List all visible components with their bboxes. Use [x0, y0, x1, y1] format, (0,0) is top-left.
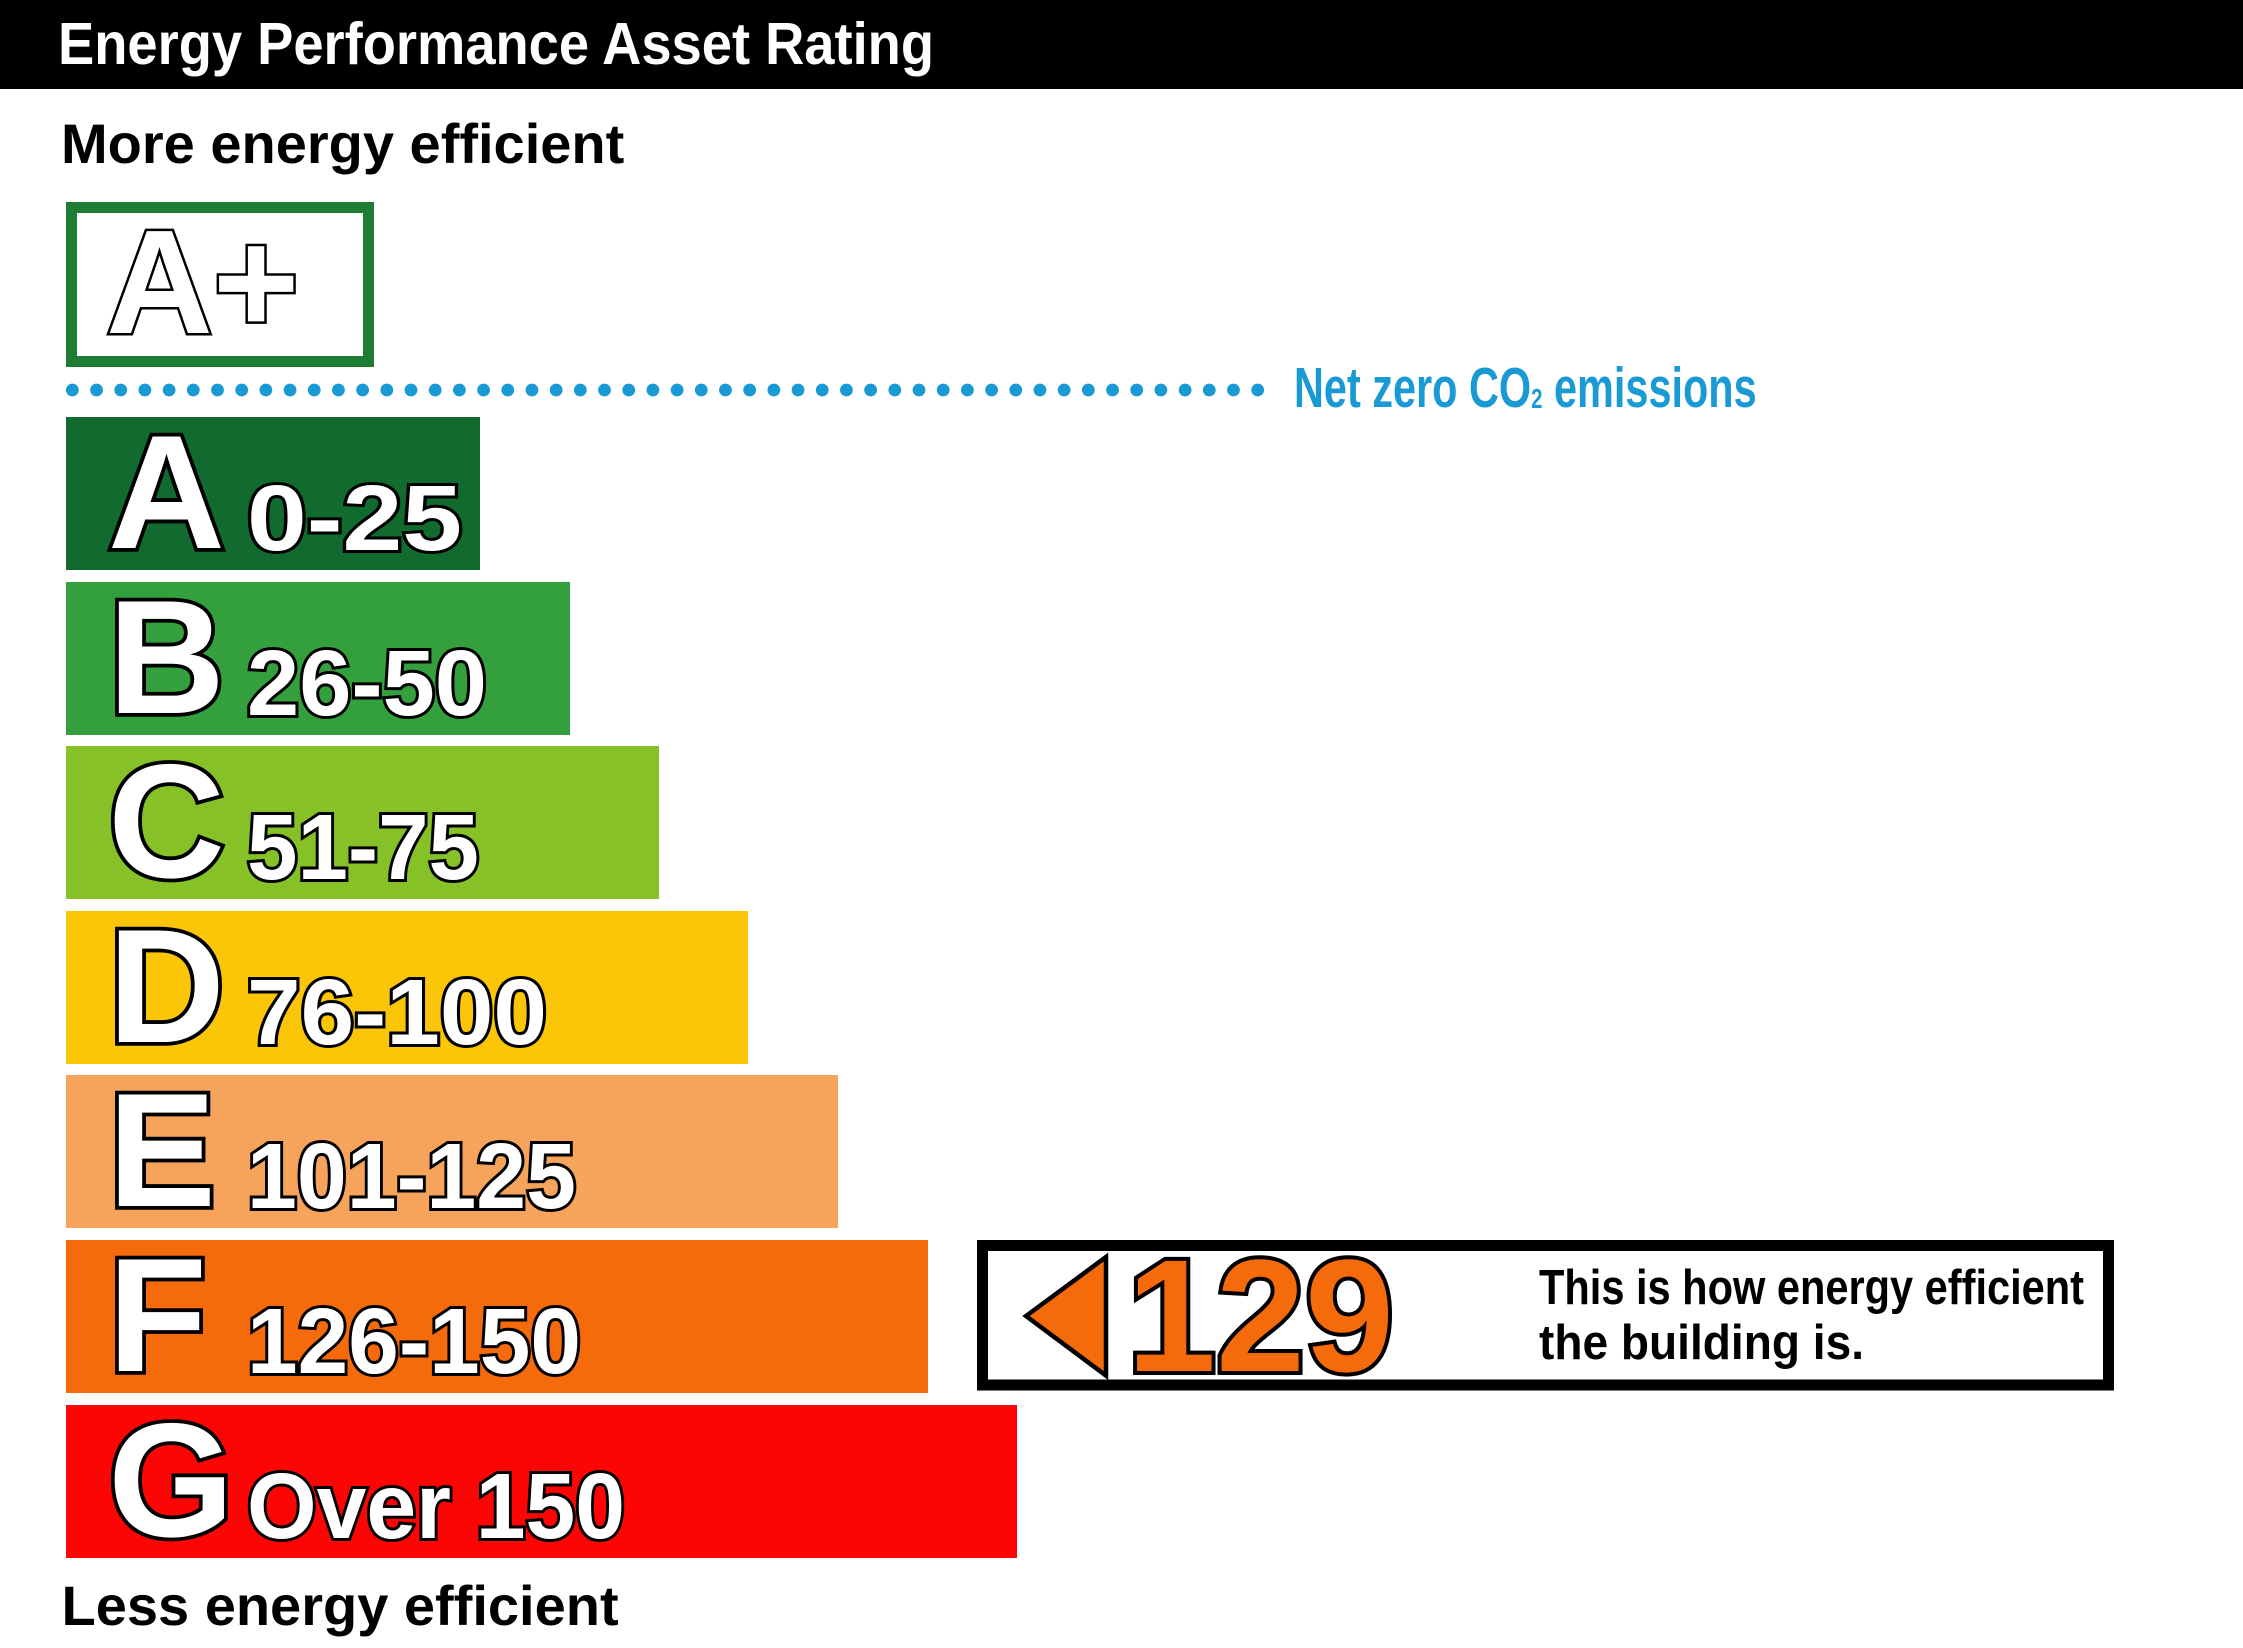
svg-text:the building is.: the building is.: [1539, 1316, 1864, 1370]
svg-text:76-100: 76-100: [247, 960, 547, 1064]
svg-text:Over 150: Over 150: [247, 1454, 625, 1558]
svg-text:0-25: 0-25: [247, 466, 462, 570]
svg-text:101-125: 101-125: [247, 1124, 576, 1228]
svg-text:F: F: [108, 1225, 207, 1406]
svg-text:E: E: [108, 1060, 216, 1241]
svg-text:G: G: [108, 1390, 234, 1571]
svg-text:26-50: 26-50: [247, 631, 487, 735]
svg-text:A: A: [108, 402, 225, 583]
svg-text:D: D: [108, 896, 225, 1077]
svg-text:Less energy efficient: Less energy efficient: [62, 1574, 619, 1637]
svg-text:C: C: [108, 731, 225, 912]
svg-text:A+: A+: [106, 200, 299, 365]
svg-text:126-150: 126-150: [247, 1289, 581, 1393]
svg-text:129: 129: [1127, 1226, 1394, 1405]
svg-text:Energy Performance Asset Ratin: Energy Performance Asset Rating: [58, 11, 934, 77]
svg-text:More energy efficient: More energy efficient: [61, 112, 624, 175]
svg-text:Net zero CO2 emissions: Net zero CO2 emissions: [1294, 356, 1757, 420]
svg-text:51-75: 51-75: [247, 795, 479, 899]
svg-text:This is how energy efficient: This is how energy efficient: [1539, 1261, 2084, 1315]
svg-text:B: B: [108, 567, 225, 748]
